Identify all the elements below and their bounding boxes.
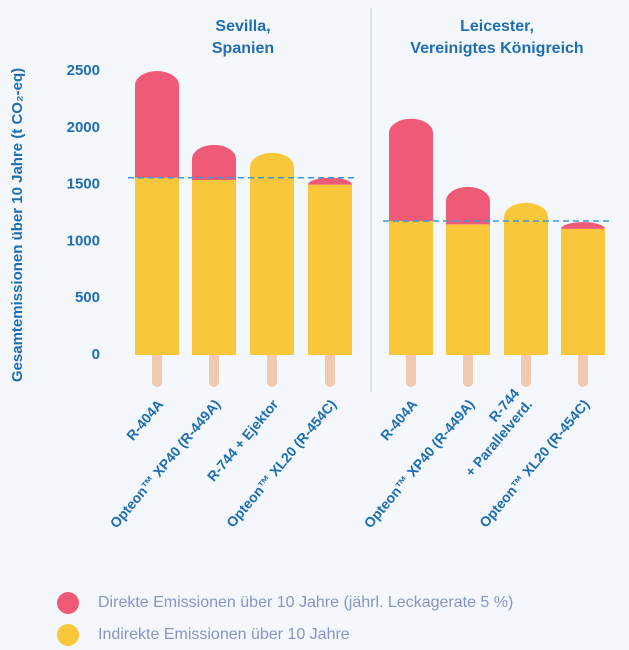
legend-label: Indirekte Emissionen über 10 Jahre: [98, 626, 350, 643]
bar-segment: [192, 180, 236, 355]
panel-title: Leicester,: [460, 18, 534, 35]
x-tick-label-line: Opteon™ XP40 (R-449A): [106, 396, 223, 531]
x-tick-label: R-404A: [123, 396, 166, 443]
legend-swatch: [57, 624, 79, 646]
panel-title: Vereinigtes Königreich: [410, 40, 583, 57]
x-tick-label-line: R-404A: [123, 396, 166, 443]
y-tick-label: 2000: [67, 119, 100, 136]
stick: [521, 351, 531, 387]
x-tick-label: Opteon™ XP40 (R-449A): [360, 396, 477, 531]
panel-title: Spanien: [212, 40, 274, 57]
panel-title: Sevilla,: [215, 18, 270, 35]
x-tick-label-line: Opteon™ XL20 (R-454C): [223, 396, 339, 530]
x-tick-label-line: R-404A: [377, 396, 420, 443]
legend-swatch: [57, 592, 79, 614]
bar-segment: [192, 145, 236, 180]
y-axis-label: Gesamtemissionen über 10 Jahre (t CO₂-eq…: [9, 68, 26, 382]
bar-segment: [504, 203, 548, 355]
y-tick-label: 2500: [67, 62, 100, 79]
stick: [578, 351, 588, 387]
stick: [463, 351, 473, 387]
bar-segment: [561, 222, 605, 229]
bar-segment: [308, 178, 352, 185]
stick: [325, 351, 335, 387]
bar-segment: [561, 229, 605, 355]
y-tick-label: 0: [92, 346, 100, 363]
chart: Gesamtemissionen über 10 Jahre (t CO₂-eq…: [0, 0, 629, 650]
bar-segment: [135, 71, 179, 178]
x-tick-label: Opteon™ XL20 (R-454C): [223, 396, 339, 530]
x-tick-label: Opteon™ XP40 (R-449A): [106, 396, 223, 531]
y-tick-label: 1500: [67, 176, 100, 193]
x-tick-label-line: Opteon™ XP40 (R-449A): [360, 396, 477, 531]
stick: [209, 351, 219, 387]
x-tick-label: R-404A: [377, 396, 420, 443]
bar-segment: [446, 187, 490, 224]
stick: [267, 351, 277, 387]
stick: [152, 351, 162, 387]
stick: [406, 351, 416, 387]
bar-segment: [446, 224, 490, 355]
legend-label: Direkte Emissionen über 10 Jahre (jährl.…: [98, 594, 513, 611]
bar-segment: [389, 119, 433, 221]
y-tick-label: 1000: [67, 232, 100, 249]
bar-segment: [389, 221, 433, 355]
bar-segment: [250, 153, 294, 355]
bar-segment: [308, 185, 352, 355]
bar-segment: [135, 178, 179, 355]
y-tick-label: 500: [75, 289, 100, 306]
